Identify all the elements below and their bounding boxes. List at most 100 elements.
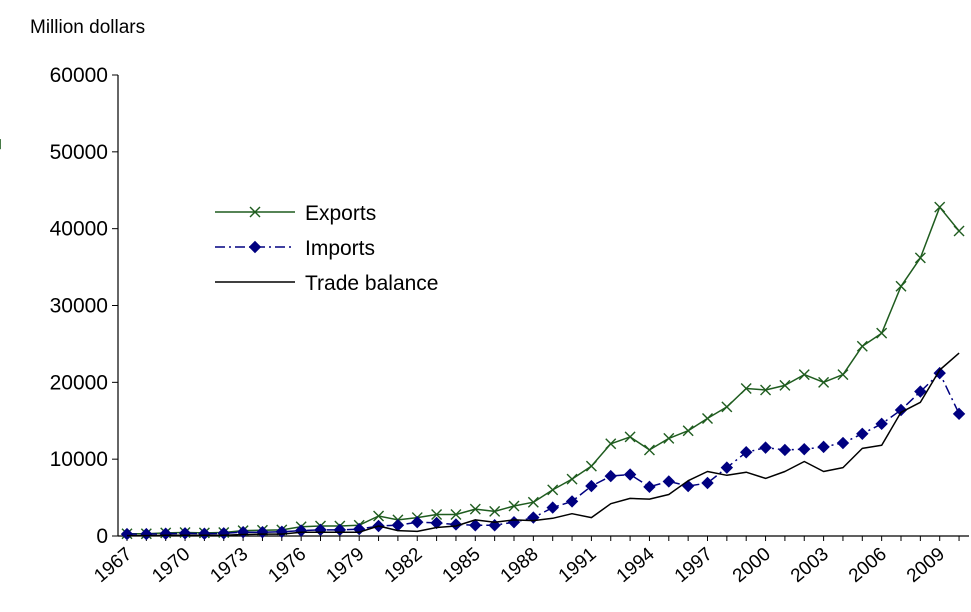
marker-stroke <box>547 484 559 496</box>
data-point <box>469 503 481 515</box>
data-point <box>488 519 501 532</box>
legend-marker <box>248 240 262 254</box>
data-point <box>565 495 579 508</box>
legend-item-exports: Exports <box>215 202 376 225</box>
data-point <box>256 525 269 539</box>
x-tick-label: 1970 <box>148 544 194 587</box>
data-point <box>450 508 462 520</box>
marker-stroke <box>876 327 888 339</box>
legend-label: Trade balance <box>305 272 438 295</box>
marker-stroke <box>624 431 636 443</box>
data-point <box>681 479 695 493</box>
data-point <box>217 527 230 540</box>
data-point <box>294 524 308 537</box>
series-imports <box>120 368 966 541</box>
data-point <box>739 446 753 459</box>
data-point <box>701 476 714 490</box>
data-point <box>507 515 521 529</box>
data-point <box>120 527 134 541</box>
y-tick-label: 30000 <box>50 295 108 318</box>
data-point <box>411 515 424 529</box>
marker-stroke <box>779 379 791 391</box>
data-point <box>914 385 927 398</box>
marker-stroke <box>856 340 868 352</box>
data-point <box>547 484 559 496</box>
x-tick-label: 1994 <box>613 543 659 587</box>
data-point <box>198 527 211 540</box>
data-point <box>894 403 908 417</box>
data-point <box>779 379 791 391</box>
marker-stroke <box>585 460 597 472</box>
data-point <box>662 475 676 488</box>
legend-label: Imports <box>305 237 375 260</box>
data-point <box>469 519 482 532</box>
data-point <box>508 500 520 512</box>
data-point <box>895 280 907 292</box>
marker-stroke <box>895 280 907 292</box>
x-tick-label: 1979 <box>323 544 369 587</box>
marker-stroke <box>373 510 385 522</box>
data-point <box>817 440 830 454</box>
data-point <box>546 501 559 514</box>
x-tick-label: 1985 <box>439 544 485 587</box>
x-tick-label: 1988 <box>497 544 543 587</box>
marker-stroke <box>953 225 965 237</box>
marker-stroke <box>934 201 946 213</box>
y-tick-label: 10000 <box>50 448 108 471</box>
data-point <box>585 479 598 493</box>
data-point <box>798 442 811 456</box>
y-tick-label: 40000 <box>50 218 108 241</box>
marker-stroke <box>914 252 926 264</box>
data-point <box>836 436 850 450</box>
data-point <box>430 516 443 530</box>
data-point <box>159 527 172 540</box>
series-exports <box>0 139 965 540</box>
series-line-imports <box>127 372 960 535</box>
data-point <box>566 473 578 485</box>
data-point <box>818 376 830 388</box>
y-tick-label: 50000 <box>50 141 108 164</box>
data-point <box>663 432 675 444</box>
series-line-exports <box>127 206 960 535</box>
series-trade-balance <box>127 352 960 537</box>
data-point <box>489 505 501 517</box>
marker-stroke <box>663 432 675 444</box>
data-point <box>604 469 617 483</box>
data-point <box>527 511 540 524</box>
marker-stroke <box>760 384 772 396</box>
x-tick-label: 2009 <box>903 544 949 587</box>
x-tick-label: 1997 <box>671 544 717 587</box>
x-tick-label: 2000 <box>729 544 775 587</box>
y-axis: 0 10000 20000 30000 40000 50000 60000 <box>50 64 119 548</box>
marker-stroke <box>702 412 713 424</box>
marker-stroke <box>682 425 694 437</box>
x-tick-label: 1973 <box>206 544 252 587</box>
marker-stroke <box>721 401 733 413</box>
data-point <box>914 252 926 264</box>
y-axis-label: Million dollars <box>30 17 145 38</box>
marker-stroke <box>431 508 443 520</box>
x-tick-label: 2006 <box>845 544 891 587</box>
data-point <box>373 510 385 522</box>
data-point <box>527 496 539 508</box>
marker-stroke <box>798 369 810 381</box>
y-tick-label: 0 <box>96 525 108 548</box>
marker-stroke <box>450 508 462 520</box>
legend-marker <box>249 206 261 218</box>
data-point <box>759 441 772 454</box>
legend: Exports Imports Trade balance <box>215 202 438 295</box>
data-point <box>760 384 772 396</box>
data-point <box>798 369 810 381</box>
marker-stroke <box>740 382 752 394</box>
data-point <box>934 201 946 213</box>
marker-stroke <box>566 473 578 485</box>
marker-stroke <box>818 376 830 388</box>
marker-stroke <box>643 444 655 456</box>
y-tick-label: 20000 <box>50 371 108 394</box>
x-tick-label: 1982 <box>381 544 427 587</box>
marker-stroke <box>508 500 520 512</box>
data-point <box>876 327 888 339</box>
data-point <box>643 480 656 494</box>
legend-item-imports: Imports <box>215 237 375 260</box>
data-point <box>778 443 792 457</box>
